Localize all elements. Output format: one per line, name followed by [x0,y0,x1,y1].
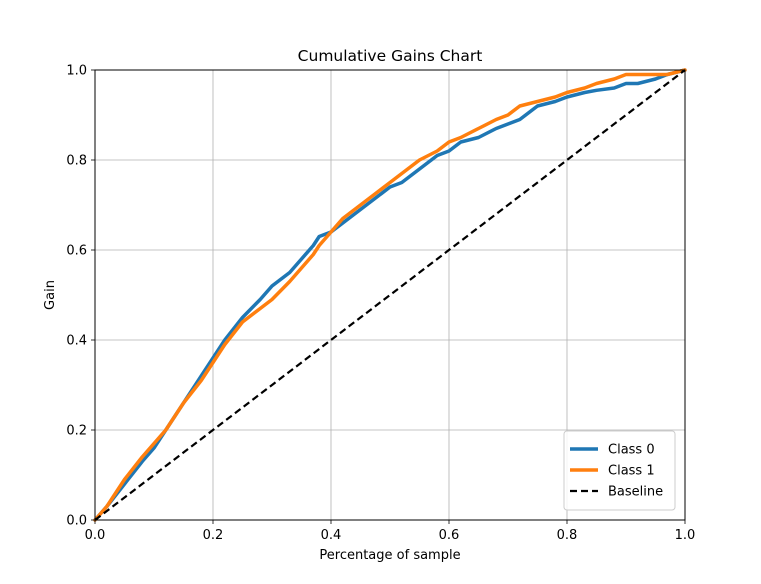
legend: Class 0 Class 1 Baseline [563,430,676,511]
y-tick-label: 0.8 [66,154,87,169]
y-axis-label: Gain [43,280,58,310]
x-axis-label: Percentage of sample [319,548,460,563]
y-tick-label: 0.4 [66,334,87,349]
x-tick-label: 0.0 [85,528,106,543]
x-tick-label: 1.0 [675,528,696,543]
series-line-class-0 [93,68,687,522]
legend-label: Baseline [608,485,663,500]
plot-frame [94,69,686,521]
y-tick-label: 0.0 [66,514,87,529]
y-tick-label: 0.6 [66,244,87,259]
axis-ticks: 0.0 0.2 0.4 0.6 0.8 1.0 0.0 0.2 0.4 0.6 0.8 1.0 [66,64,695,544]
legend-label: Class 0 [608,443,655,458]
x-tick-label: 0.8 [557,528,578,543]
x-tick-label: 0.4 [321,528,342,543]
x-tick-label: 0.2 [203,528,224,543]
y-tick-label: 1.0 [66,64,87,79]
series-line-baseline [94,69,686,521]
series-layer [93,68,687,522]
x-tick-label: 0.6 [439,528,460,543]
legend-label: Class 1 [608,464,655,479]
y-tick-label: 0.2 [66,424,87,439]
chart-title: Cumulative Gains Chart [298,47,483,65]
series-line-class-1 [93,68,687,522]
